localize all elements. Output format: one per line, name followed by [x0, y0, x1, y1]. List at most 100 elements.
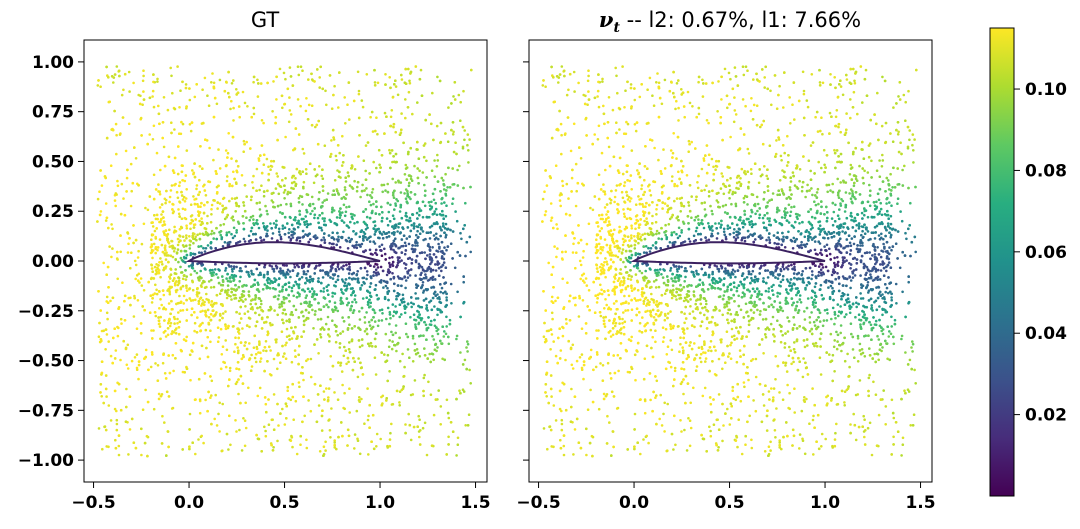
- gt-scatter-point: [459, 391, 462, 395]
- gt-scatter-point: [290, 289, 294, 293]
- gt-scatter-point: [435, 165, 439, 168]
- gt-scatter-point: [98, 340, 102, 344]
- gt-scatter-point: [116, 334, 120, 338]
- gt-scatter-points: [96, 65, 473, 458]
- gt-scatter-point: [412, 425, 416, 429]
- gt-scatter-point: [252, 232, 255, 236]
- gt-scatter-point: [428, 253, 432, 256]
- gt-scatter-point: [393, 208, 396, 211]
- gt-scatter-point: [352, 271, 356, 275]
- gt-scatter-point: [210, 208, 213, 211]
- gt-scatter-point: [425, 215, 429, 219]
- gt-scatter-point: [269, 323, 273, 327]
- gt-scatter-point: [417, 310, 421, 314]
- gt-scatter-point: [384, 189, 387, 192]
- gt-scatter-point: [142, 90, 145, 93]
- gt-scatter-point: [235, 265, 238, 269]
- gt-scatter-point: [455, 219, 459, 223]
- gt-scatter-point: [306, 118, 310, 121]
- gt-scatter-point: [421, 200, 425, 204]
- gt-scatter-point: [224, 289, 227, 293]
- gt-scatter-point: [219, 367, 223, 371]
- gt-scatter-point: [432, 253, 436, 256]
- gt-scatter-point: [370, 318, 374, 322]
- gt-scatter-point: [198, 165, 202, 168]
- gt-scatter-point: [142, 289, 146, 292]
- gt-scatter-point: [258, 340, 261, 343]
- gt-scatter-point: [389, 166, 392, 170]
- gt-scatter-point: [439, 121, 443, 125]
- prediction-scatter-point: [702, 226, 706, 230]
- gt-scatter-point: [357, 326, 360, 330]
- gt-scatter-point: [244, 426, 248, 430]
- gt-scatter-point: [277, 283, 281, 287]
- gt-scatter-point: [381, 312, 384, 315]
- gt-scatter-point: [242, 150, 245, 153]
- gt-scatter-point: [228, 378, 231, 381]
- gt-scatter-point: [113, 407, 117, 411]
- gt-scatter-point: [192, 195, 195, 198]
- gt-scatter-point: [289, 398, 293, 402]
- gt-scatter-point: [279, 237, 283, 241]
- gt-scatter-point: [364, 236, 367, 239]
- gt-scatter-point: [420, 251, 424, 254]
- gt-scatter-point: [369, 305, 372, 308]
- gt-scatter-point: [290, 186, 293, 190]
- gt-scatter-point: [230, 287, 233, 291]
- gt-scatter-point: [280, 330, 284, 334]
- gt-scatter-point: [409, 438, 413, 442]
- gt-scatter-point: [212, 237, 215, 240]
- gt-scatter-point: [297, 353, 301, 357]
- gt-scatter-point: [188, 247, 192, 250]
- gt-scatter-point: [96, 220, 99, 223]
- gt-scatter-point: [300, 195, 304, 198]
- gt-scatter-point: [362, 230, 366, 234]
- gt-scatter-point: [255, 267, 259, 271]
- gt-scatter-point: [385, 317, 388, 321]
- gt-scatter-point: [321, 211, 324, 215]
- gt-scatter-point: [155, 263, 158, 266]
- gt-scatter-point: [293, 232, 296, 235]
- gt-scatter-point: [425, 159, 428, 163]
- gt-scatter-point: [164, 377, 168, 380]
- gt-scatter-point: [313, 382, 317, 386]
- gt-scatter-point: [291, 395, 295, 399]
- gt-scatter-point: [174, 268, 177, 271]
- gt-scatter-point: [386, 286, 389, 290]
- gt-scatter-point: [451, 202, 454, 205]
- gt-scatter-point: [178, 184, 181, 188]
- gt-scatter-point: [197, 193, 200, 196]
- gt-scatter-point: [332, 93, 335, 97]
- gt-scatter-point: [374, 212, 378, 215]
- gt-scatter-point: [284, 135, 287, 139]
- gt-scatter-point: [452, 130, 455, 134]
- gt-scatter-point: [429, 323, 433, 327]
- gt-scatter-point: [322, 296, 326, 299]
- gt-scatter-point: [441, 222, 445, 225]
- gt-scatter-point: [139, 277, 143, 280]
- gt-scatter-point: [179, 300, 183, 304]
- prediction-scatter-point: [800, 240, 803, 244]
- gt-scatter-point: [407, 184, 411, 188]
- gt-scatter-point: [346, 224, 349, 228]
- gt-scatter-point: [334, 330, 338, 333]
- gt-scatter-point: [363, 282, 366, 285]
- gt-scatter-point: [218, 312, 222, 316]
- gt-scatter-point: [170, 308, 174, 311]
- gt-scatter-point: [328, 429, 332, 432]
- gt-scatter-point: [299, 443, 302, 447]
- gt-scatter-point: [286, 192, 289, 196]
- gt-scatter-point: [312, 290, 316, 293]
- gt-scatter-point: [348, 323, 351, 327]
- gt-scatter-point: [249, 215, 253, 219]
- gt-scatter-point: [150, 238, 153, 241]
- gt-scatter-point: [387, 298, 390, 302]
- gt-scatter-point: [285, 404, 289, 408]
- gt-scatter-point: [227, 448, 230, 451]
- gt-scatter-point: [189, 240, 193, 243]
- gt-scatter-point: [321, 168, 324, 171]
- gt-scatter-point: [420, 317, 424, 320]
- gt-scatter-point: [372, 270, 376, 274]
- gt-scatter-point: [158, 261, 161, 264]
- gt-scatter-point: [299, 434, 303, 438]
